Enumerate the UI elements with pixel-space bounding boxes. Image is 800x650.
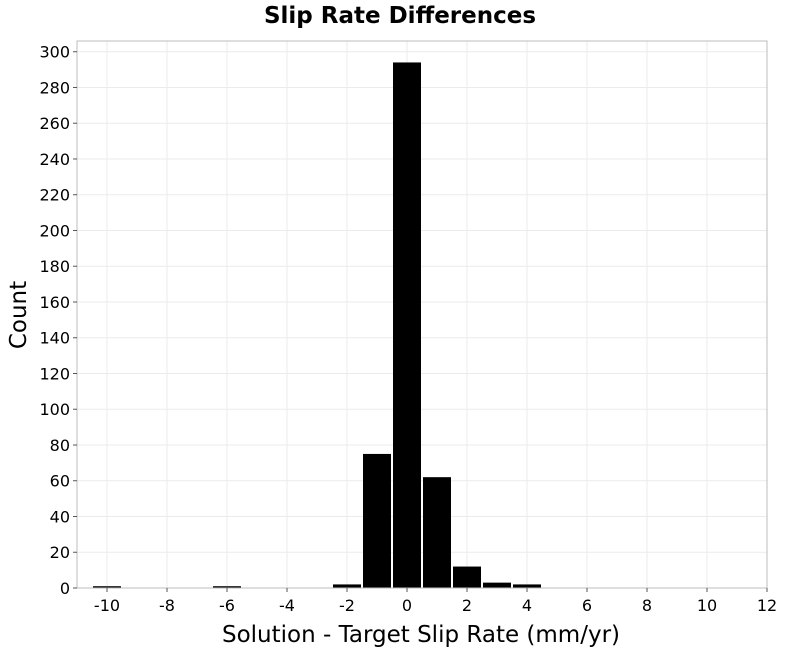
y-tick-label: 200 [39, 221, 70, 240]
x-tick-label: 8 [642, 596, 652, 615]
y-tick-label: 80 [50, 436, 70, 455]
x-tick-label: 4 [522, 596, 532, 615]
x-axis: -10 -8 -6 -4 -2 0 2 4 6 8 10 12 [94, 588, 777, 615]
y-axis: 0 20 40 60 80 100 120 140 160 180 200 220 240 260 280 3… [39, 43, 77, 598]
bar [93, 586, 121, 588]
bar [453, 566, 481, 588]
x-tick-label: -6 [219, 596, 235, 615]
x-tick-label: 2 [462, 596, 472, 615]
y-tick-label: 180 [39, 257, 70, 276]
y-tick-label: 0 [60, 579, 70, 598]
x-tick-label: -8 [159, 596, 175, 615]
bars [93, 62, 541, 588]
x-tick-label: 6 [582, 596, 592, 615]
grid [77, 41, 768, 589]
y-tick-label: 40 [50, 507, 70, 526]
x-axis-label: Solution - Target Slip Rate (mm/yr) [222, 622, 620, 648]
x-tick-label: -2 [339, 596, 355, 615]
bar [333, 584, 361, 588]
bar [483, 582, 511, 588]
x-tick-label: 0 [402, 596, 412, 615]
y-tick-label: 140 [39, 329, 70, 348]
bar [423, 477, 451, 588]
bar [213, 586, 241, 588]
y-tick-label: 60 [50, 472, 70, 491]
x-tick-label: -4 [279, 596, 295, 615]
plot-frame [76, 40, 768, 589]
bar [363, 453, 391, 588]
y-tick-label: 100 [39, 400, 70, 419]
bar [393, 62, 421, 588]
x-tick-label: -10 [94, 596, 120, 615]
y-tick-label: 300 [39, 43, 70, 62]
y-axis-label: Count [6, 281, 32, 349]
y-tick-label: 220 [39, 186, 70, 205]
x-tick-label: 10 [697, 596, 717, 615]
y-tick-label: 120 [39, 364, 70, 383]
bar [513, 584, 541, 588]
y-tick-label: 260 [39, 114, 70, 133]
y-tick-label: 160 [39, 293, 70, 312]
y-tick-label: 240 [39, 150, 70, 169]
x-tick-label: 12 [757, 596, 777, 615]
chart-title: Slip Rate Differences [264, 3, 536, 29]
y-tick-label: 20 [50, 543, 70, 562]
y-tick-label: 280 [39, 78, 70, 97]
